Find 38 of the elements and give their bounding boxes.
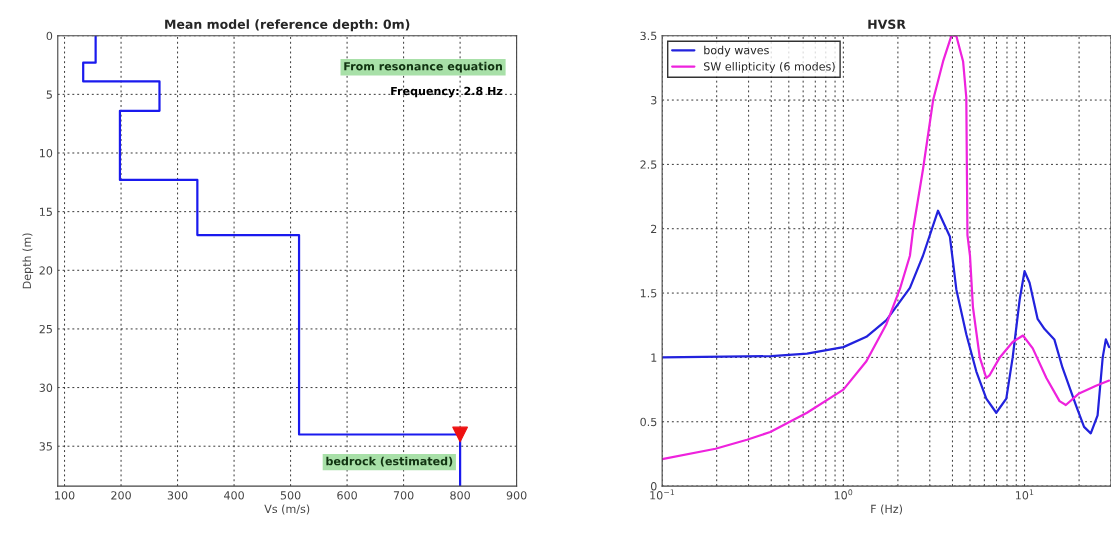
y-tick-label: 5 xyxy=(46,90,52,99)
x-tick-label: 700 xyxy=(393,491,414,500)
y-tick-label: 0.5 xyxy=(640,417,657,427)
chart-title: Mean model (reference depth: 0m) xyxy=(165,19,410,32)
y-tick-label: 20 xyxy=(39,266,53,275)
x-tick-label: 500 xyxy=(280,491,301,500)
y-tick-label: 1.5 xyxy=(640,289,657,298)
x-tick-label: 900 xyxy=(506,491,527,500)
y-tick-label: 10 xyxy=(39,148,53,158)
x-tick-label: 400 xyxy=(224,491,244,500)
y-tick-label: 3.5 xyxy=(640,31,657,41)
annotation: From resonance equation xyxy=(344,61,502,73)
y-tick-label: 15 xyxy=(39,207,52,217)
x-tick-label: 10$^{0}$ xyxy=(834,489,853,500)
annotation: bedrock (estimated) xyxy=(326,456,453,467)
x-tick-label: 800 xyxy=(450,491,470,500)
x-tick-label: 300 xyxy=(167,491,188,500)
y-axis-title: Depth (m) xyxy=(22,233,34,289)
y-tick-label: 2 xyxy=(651,224,657,233)
chart-title: HVSR xyxy=(868,19,906,29)
x-tick-label: 10$^{1}$ xyxy=(1015,489,1034,500)
x-tick-label: 200 xyxy=(111,491,131,500)
y-tick-label: 0 xyxy=(650,482,657,491)
y-tick-label: 30 xyxy=(39,383,53,392)
y-tick-label: 2.5 xyxy=(640,160,657,169)
x-axis-title: Vs (m/s) xyxy=(264,504,310,515)
x-tick-label: 10$^{−1}$ xyxy=(650,489,675,500)
x-tick-label: 600 xyxy=(337,491,357,500)
y-tick-label: 35 xyxy=(39,442,52,451)
y-tick-label: 1 xyxy=(651,353,657,362)
legend-label: SW ellipticity (6 modes) xyxy=(704,62,835,73)
legend-label: body waves xyxy=(704,45,769,57)
x-axis-title: F (Hz) xyxy=(871,504,903,515)
annotation: Frequency: 2.8 Hz xyxy=(391,86,503,98)
y-tick-label: 25 xyxy=(39,324,52,334)
y-tick-label: 3 xyxy=(651,96,657,105)
y-tick-label: 0 xyxy=(46,31,53,41)
x-tick-label: 100 xyxy=(55,491,75,500)
